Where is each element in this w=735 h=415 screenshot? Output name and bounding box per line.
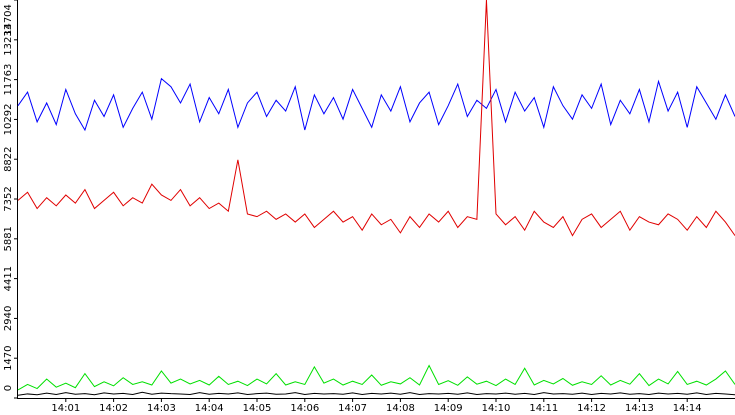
y-tick-label: 14704 xyxy=(3,4,14,36)
y-tick-label: 11763 xyxy=(3,64,14,96)
x-tick-label: 14:09 xyxy=(434,403,463,414)
y-tick-label: 4411 xyxy=(3,266,14,291)
x-tick-label: 14:03 xyxy=(147,403,176,414)
y-tick-label: 0 xyxy=(3,385,14,391)
series-line xyxy=(17,77,735,132)
x-tick-label: 14:13 xyxy=(625,403,654,414)
x-tick-label: 14:01 xyxy=(51,403,80,414)
y-tick-label: 10292 xyxy=(3,104,14,136)
y-tick-label: 7352 xyxy=(3,186,14,211)
x-tick-label: 14:11 xyxy=(529,403,558,414)
x-tick-label: 14:10 xyxy=(482,403,511,414)
y-tick-label: 5881 xyxy=(3,226,14,251)
x-tick-label: 14:06 xyxy=(290,403,319,414)
x-tick-label: 14:04 xyxy=(195,403,224,414)
series-line xyxy=(17,0,735,237)
x-tick-label: 14:08 xyxy=(386,403,415,414)
series-line xyxy=(17,391,735,396)
series-line xyxy=(17,364,735,391)
x-tick-label: 14:05 xyxy=(243,403,272,414)
x-tick-label: 14:14 xyxy=(673,403,702,414)
y-tick-label: 8822 xyxy=(3,146,14,171)
y-tick-label: 13233 xyxy=(3,24,14,56)
x-tick-label: 14:12 xyxy=(577,403,606,414)
y-tick-label: 2940 xyxy=(3,306,14,331)
y-tick-label: 1470 xyxy=(3,345,14,370)
x-tick-label: 14:07 xyxy=(338,403,367,414)
x-tick-label: 14:02 xyxy=(99,403,128,414)
